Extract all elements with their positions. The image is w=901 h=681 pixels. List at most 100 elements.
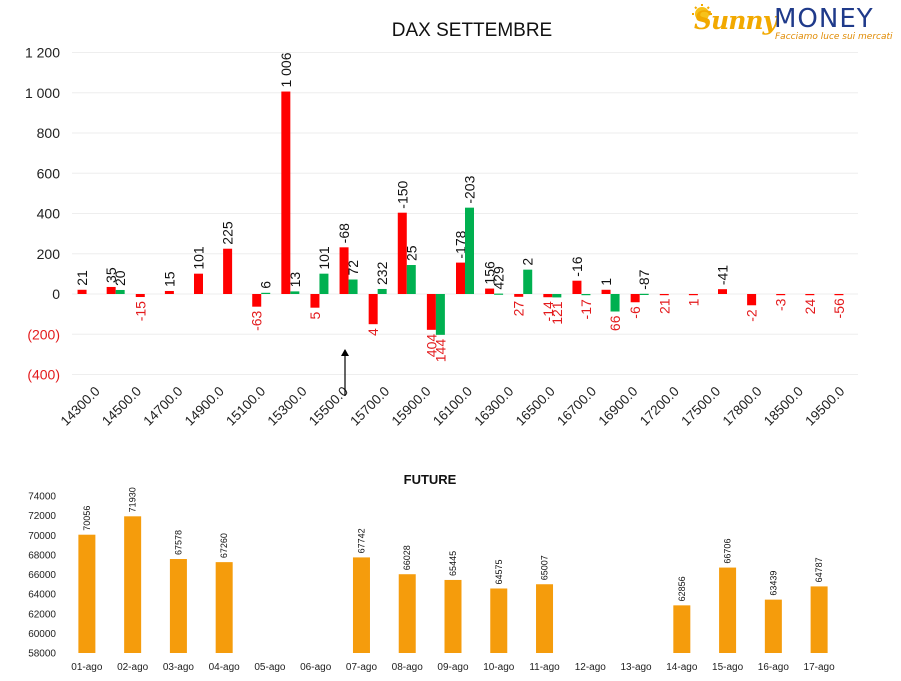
chart-title: FUTURE [404,472,457,487]
y-tick-label: 1 000 [25,85,60,101]
sun-icon [692,4,712,21]
bar [426,294,436,330]
data-label: 67260 [219,533,229,558]
x-tick-label: 19500.0 [802,384,847,429]
x-tick-label: 17500.0 [678,384,723,429]
bar [406,265,416,294]
bar [523,269,533,294]
logo-tagline: Facciamo luce sui mercati [775,32,893,42]
data-label: -150 [394,180,410,208]
bar [764,599,782,653]
bar [747,294,757,306]
bar [776,294,786,296]
bar [514,294,524,297]
data-label: 1 [685,298,701,306]
x-tick-label: 16-ago [758,662,790,673]
x-tick-label: 15700.0 [347,384,392,429]
bar [490,588,508,653]
data-label: 65007 [540,555,550,580]
bar [215,562,233,653]
bar [810,586,828,653]
bar [348,279,358,294]
data-label: -2 [744,309,760,322]
data-label: 225 [220,221,236,245]
bar [456,262,465,294]
data-label: -16 [569,256,585,276]
y-tick-label: (400) [27,367,60,383]
bar [319,273,329,294]
data-label: 62856 [677,576,687,601]
x-tick-label: 16500.0 [513,384,558,429]
logo-sunny: Sunny [694,6,777,35]
data-label: 144 [432,339,448,363]
bar [718,289,727,294]
bar [435,294,445,335]
x-tick-label: 15900.0 [389,384,434,429]
bar [485,288,495,294]
data-label: 20 [112,270,128,286]
logo-money: MONEY [774,4,874,34]
chart-title: DAX SETTEMBRE [392,20,552,41]
bar [135,294,145,298]
bar [398,574,416,653]
data-label: 64787 [814,557,824,582]
x-tick-label: 06-ago [300,662,332,673]
x-tick-label: 07-ago [346,662,378,673]
data-label: -41 [715,265,731,285]
data-label: 67578 [173,530,183,555]
bar [610,294,620,312]
y-tick-label: 68000 [28,550,56,561]
x-tick-label: 17200.0 [637,384,682,429]
data-label: -87 [636,269,652,289]
bar [719,567,737,653]
data-label: 63439 [768,571,778,596]
bar [310,294,320,308]
bar [77,289,87,294]
data-label: -14 [540,301,556,321]
x-tick-label: 15300.0 [265,384,310,429]
data-label: 72 [345,260,361,276]
data-label: 429 [491,266,507,290]
bar [290,291,300,294]
y-tick-label: 60000 [28,629,56,640]
dax-chart: DAX SETTEMBRE (400) (200) 0 200 400 600 800 1 00… [25,20,858,429]
y-tick-label: 62000 [28,609,56,620]
bar [368,294,378,325]
data-label: 27 [511,301,527,317]
x-tick-label: 11-ago [529,662,560,673]
x-tick-label: 12-ago [575,662,607,673]
data-label: 24 [802,299,818,315]
data-label: -15 [132,301,148,321]
bar [352,557,370,653]
bar [261,292,271,294]
x-tick-label: 15-ago [712,662,744,673]
bar [444,579,462,653]
bar [494,293,504,295]
bar [805,294,815,296]
data-label: -68 [336,223,352,243]
x-tick-label: 14500.0 [99,384,144,429]
bar [377,288,387,294]
bar [552,294,562,298]
y-tick-label: 0 [52,286,60,302]
data-label: 66028 [402,545,412,570]
data-label: 101 [191,246,207,270]
data-label: -3 [773,298,789,311]
bar [543,294,553,298]
data-label: 66706 [723,539,733,564]
y-tick-label: 200 [37,246,61,262]
data-label: 6 [258,281,274,289]
x-tick-label: 15100.0 [223,384,268,429]
x-tick-label: 04-ago [209,662,241,673]
data-label: 35 [103,267,119,283]
x-tick-label: 16900.0 [595,384,640,429]
data-label: 15 [161,271,177,287]
data-label: -178 [453,230,469,258]
data-label: 21 [74,270,90,286]
y-tick-label: 72000 [28,511,56,522]
x-tick-label: 08-ago [392,662,424,673]
bar [78,534,96,653]
data-label: -63 [249,310,265,330]
x-tick-label: 01-ago [71,662,103,673]
bar [169,559,187,653]
